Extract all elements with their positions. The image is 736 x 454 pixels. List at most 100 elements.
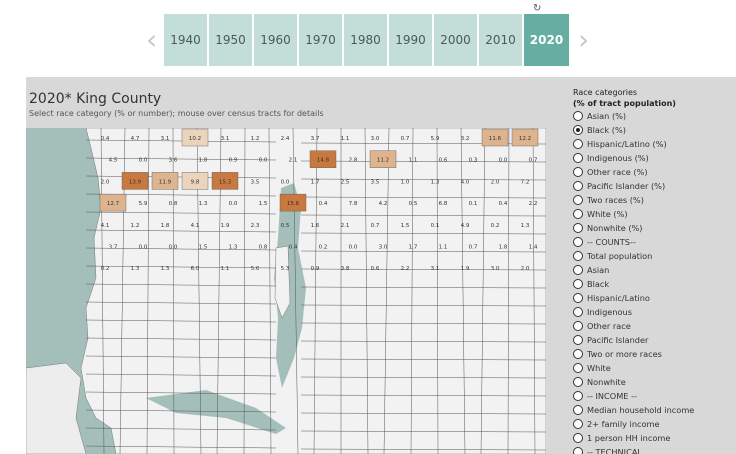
tract-boundary <box>300 412 546 415</box>
tract-shade[interactable] <box>181 128 209 147</box>
legend-option[interactable]: 2+ family income <box>573 417 733 431</box>
radio-icon[interactable] <box>573 419 583 429</box>
radio-icon[interactable] <box>573 377 583 387</box>
tract-boundary <box>300 214 546 217</box>
tract-value-label: 0.5 <box>281 223 290 229</box>
radio-icon[interactable] <box>573 237 583 247</box>
tract-value-label: 6.0 <box>191 266 200 272</box>
radio-icon[interactable] <box>573 153 583 163</box>
year-tab-1970[interactable]: 1970 <box>299 14 342 66</box>
legend-option[interactable]: White <box>573 361 733 375</box>
legend-option-label: Other race (%) <box>587 167 648 177</box>
legend-option[interactable]: Hispanic/Latino (%) <box>573 137 733 151</box>
tract-boundary <box>300 286 546 289</box>
tract-shade[interactable] <box>151 172 179 190</box>
tract-value-label: 0.0 <box>259 158 268 164</box>
legend-option[interactable]: Asian <box>573 263 733 277</box>
year-tab-1940[interactable]: 1940 <box>164 14 207 66</box>
legend-option[interactable]: Other race (%) <box>573 165 733 179</box>
tract-value-label: 0.7 <box>529 158 538 164</box>
reset-icon[interactable]: ↻ <box>533 3 542 14</box>
tract-value-label: 1.3 <box>229 245 238 251</box>
tract-shade[interactable] <box>309 150 337 168</box>
legend-option-label: -- INCOME -- <box>587 391 637 401</box>
year-tab-2010[interactable]: 2010 <box>479 14 522 66</box>
year-tab-1950[interactable]: 1950 <box>209 14 252 66</box>
tract-shade[interactable] <box>481 128 509 147</box>
radio-icon[interactable] <box>573 433 583 443</box>
radio-icon[interactable] <box>573 391 583 401</box>
tract-value-label: 0.0 <box>169 245 178 251</box>
legend-option[interactable]: Median household income <box>573 403 733 417</box>
prev-year-arrow-icon[interactable]: ‹ <box>146 23 158 56</box>
radio-icon[interactable] <box>573 349 583 359</box>
year-tab-1990[interactable]: 1990 <box>389 14 432 66</box>
next-year-arrow-icon[interactable]: › <box>578 23 590 56</box>
radio-icon[interactable] <box>573 447 583 454</box>
legend-option-label: Black (%) <box>587 125 626 135</box>
tract-shade[interactable] <box>279 193 307 212</box>
legend-option[interactable]: -- COUNTS-- <box>573 235 733 249</box>
tract-value-label: 7.8 <box>349 201 358 207</box>
tract-shade[interactable] <box>211 172 239 190</box>
radio-icon[interactable] <box>573 307 583 317</box>
page-subtitle: Select race category (% or number); mous… <box>29 109 324 118</box>
tract-value-label: 0.2 <box>101 266 110 272</box>
legend-option[interactable]: Asian (%) <box>573 109 733 123</box>
radio-icon[interactable] <box>573 363 583 373</box>
radio-icon[interactable] <box>573 209 583 219</box>
legend-option[interactable]: 1 person HH income <box>573 431 733 445</box>
year-tab-2020[interactable]: 2020 <box>524 14 569 66</box>
legend-option[interactable]: Black <box>573 277 733 291</box>
year-tab-1980[interactable]: 1980 <box>344 14 387 66</box>
tract-value-label: 4.1 <box>101 223 110 229</box>
tract-shade[interactable] <box>511 128 539 147</box>
radio-icon[interactable] <box>573 335 583 345</box>
legend-option[interactable]: Nonwhite (%) <box>573 221 733 235</box>
radio-icon[interactable] <box>573 251 583 261</box>
legend-option[interactable]: Indigenous (%) <box>573 151 733 165</box>
radio-icon[interactable] <box>573 195 583 205</box>
radio-icon[interactable] <box>573 167 583 177</box>
legend-option[interactable]: Nonwhite <box>573 375 733 389</box>
tract-value-label: 0.9 <box>229 158 238 164</box>
tract-boundary <box>85 337 277 341</box>
tract-value-label: 1.3 <box>131 266 140 272</box>
year-tab-1960[interactable]: 1960 <box>254 14 297 66</box>
radio-icon[interactable] <box>573 293 583 303</box>
legend-option[interactable]: Pacific Islander <box>573 333 733 347</box>
legend-option[interactable]: White (%) <box>573 207 733 221</box>
tract-value-label: 11.9 <box>159 179 172 185</box>
legend-option[interactable]: Two or more races <box>573 347 733 361</box>
radio-icon[interactable] <box>573 223 583 233</box>
radio-icon[interactable] <box>573 111 583 121</box>
legend-option[interactable]: Other race <box>573 319 733 333</box>
radio-icon[interactable] <box>573 405 583 415</box>
year-tab-2000[interactable]: 2000 <box>434 14 477 66</box>
tract-shade[interactable] <box>369 150 397 168</box>
tract-value-label: 9.8 <box>191 179 200 185</box>
legend-option[interactable]: Total population <box>573 249 733 263</box>
radio-icon[interactable] <box>573 125 583 135</box>
legend-option[interactable]: -- TECHNICAL <box>573 445 733 454</box>
tract-value-label: 0.1 <box>469 201 478 207</box>
legend-option[interactable]: Black (%) <box>573 123 733 137</box>
tract-boundary <box>300 322 546 325</box>
legend-option[interactable]: Two races (%) <box>573 193 733 207</box>
radio-icon[interactable] <box>573 265 583 275</box>
radio-icon[interactable] <box>573 139 583 149</box>
legend-option[interactable]: Pacific Islander (%) <box>573 179 733 193</box>
tract-shade[interactable] <box>181 172 209 190</box>
radio-icon[interactable] <box>573 181 583 191</box>
legend-option[interactable]: Hispanic/Latino <box>573 291 733 305</box>
tract-shade[interactable] <box>99 193 127 212</box>
tract-shade[interactable] <box>121 172 149 190</box>
legend-option[interactable]: -- INCOME -- <box>573 389 733 403</box>
legend-option[interactable]: Indigenous <box>573 305 733 319</box>
radio-icon[interactable] <box>573 279 583 289</box>
tract-value-label: 0.4 <box>101 136 110 142</box>
tract-value-label: 1.9 <box>221 223 230 229</box>
radio-icon[interactable] <box>573 321 583 331</box>
census-tract-map[interactable]: 0.4 4.7 3.1 10.2 3.1 1.2 2.4 3.7 1.1 3.0 0.7 5.9 3.2… <box>26 128 546 454</box>
tract-boundary <box>300 448 546 451</box>
